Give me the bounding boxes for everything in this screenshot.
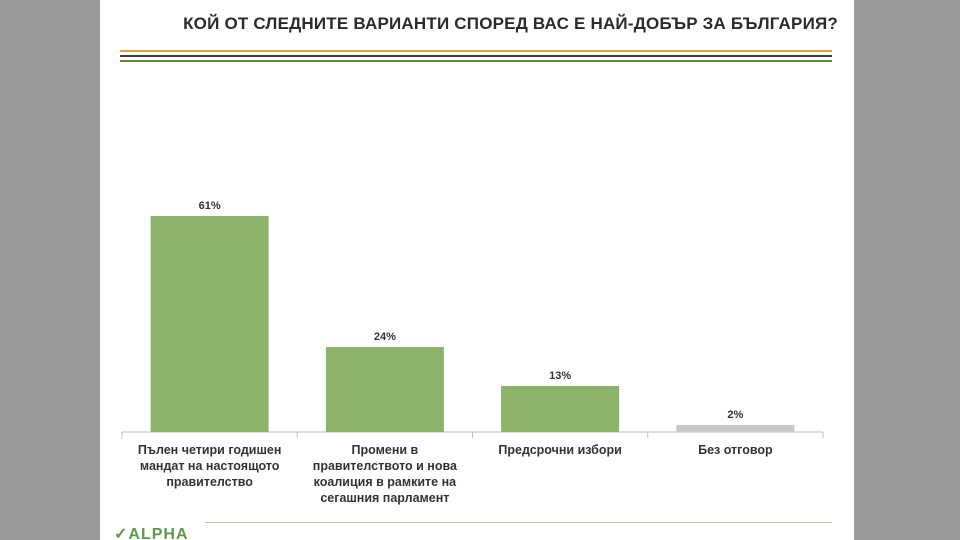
footer-line <box>205 522 832 523</box>
bar-1 <box>150 216 269 432</box>
logo-icon: ✓ <box>114 526 129 540</box>
category-label-2: Промени в правителството и нова коалиция… <box>312 443 457 505</box>
bar-2 <box>325 347 444 432</box>
title-rule-green <box>120 60 832 62</box>
data-label-2: 24% <box>374 331 396 343</box>
data-label-4: 2% <box>727 409 743 421</box>
logo-text: ALPHA <box>128 526 189 540</box>
company-logo: ✓ALPHA <box>114 524 189 540</box>
bar-3 <box>501 385 620 432</box>
bar-4 <box>676 424 795 432</box>
category-label-1: Пълен четири годишен мандат на настоящот… <box>137 443 282 489</box>
category-label-3: Предсрочни избори <box>498 443 622 457</box>
data-label-1: 61% <box>199 200 221 212</box>
title-rule-orange <box>120 50 832 52</box>
title-rule-dark <box>120 55 832 57</box>
chart-title: КОЙ ОТ СЛЕДНИТЕ ВАРИАНТИ СПОРЕД ВАС Е НА… <box>183 14 838 33</box>
category-label-4: Без отговор <box>698 443 773 457</box>
slide: КОЙ ОТ СЛЕДНИТЕ ВАРИАНТИ СПОРЕД ВАС Е НА… <box>100 0 854 540</box>
data-label-3: 13% <box>549 370 571 382</box>
bar-chart: 61% 24% 13% 2% <box>121 200 824 438</box>
